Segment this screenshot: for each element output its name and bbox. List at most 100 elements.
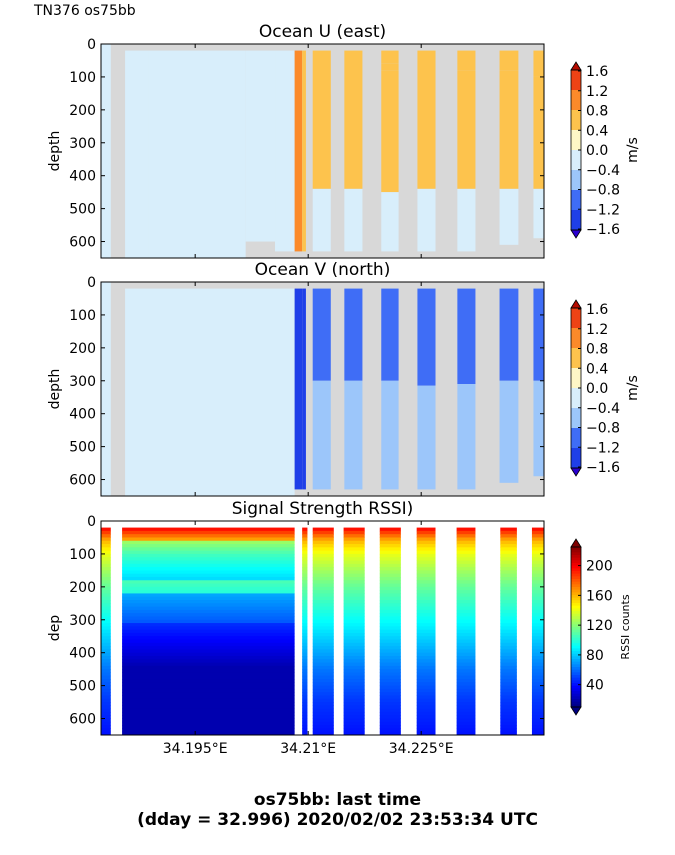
colorbar-extend-max bbox=[570, 61, 582, 71]
data-cell bbox=[101, 606, 111, 611]
data-cell bbox=[456, 570, 476, 575]
y-tick-label: 400 bbox=[69, 646, 96, 662]
colorbar-band bbox=[571, 589, 581, 593]
colorbar-label: m/s bbox=[625, 375, 641, 401]
data-cell bbox=[101, 685, 111, 690]
colorbar-band bbox=[571, 669, 581, 673]
data-cell bbox=[101, 708, 111, 713]
data-cell bbox=[379, 649, 401, 654]
colorbar-band bbox=[571, 328, 581, 349]
colorbar-band bbox=[571, 210, 581, 231]
data-cell bbox=[343, 728, 365, 733]
data-cell bbox=[531, 603, 544, 608]
data-cell bbox=[531, 646, 544, 650]
data-cell bbox=[122, 728, 295, 733]
data-cell bbox=[101, 632, 111, 637]
data-cell bbox=[379, 705, 401, 710]
colorbar-band bbox=[571, 549, 581, 553]
data-cell bbox=[302, 544, 308, 548]
data-cell bbox=[456, 573, 476, 578]
colorbar-tick-label: 80 bbox=[586, 648, 604, 664]
data-cell bbox=[122, 662, 295, 667]
y-axis-label: depth bbox=[47, 369, 63, 410]
data-cell bbox=[344, 288, 363, 381]
data-cell bbox=[275, 50, 295, 252]
data-cell bbox=[343, 609, 365, 614]
colorbar-band bbox=[571, 584, 581, 588]
colorbar-band bbox=[571, 581, 581, 585]
data-cell bbox=[456, 715, 476, 720]
data-cell bbox=[531, 682, 544, 687]
data-cell bbox=[302, 679, 308, 683]
colorbar-band bbox=[571, 308, 581, 329]
data-cell bbox=[416, 698, 436, 703]
data-cell bbox=[416, 606, 436, 611]
colorbar: 1.6 1.2 0.8 0.4 0.0 −0.4 −0.8 −1.2 −1.6 bbox=[570, 61, 620, 239]
data-cell bbox=[500, 547, 517, 552]
data-cell bbox=[533, 288, 544, 381]
colorbar-band bbox=[571, 685, 581, 689]
data-cell bbox=[531, 718, 544, 723]
data-cell bbox=[500, 563, 517, 568]
data-cell bbox=[343, 583, 365, 588]
data-cell bbox=[302, 600, 308, 604]
data-cell bbox=[101, 593, 111, 598]
data-cell bbox=[500, 702, 517, 706]
data-cell bbox=[500, 583, 517, 588]
data-cell bbox=[379, 675, 401, 680]
data-cell bbox=[344, 380, 363, 490]
data-cell bbox=[456, 698, 476, 703]
data-cell bbox=[456, 534, 476, 538]
data-cell bbox=[531, 609, 544, 614]
data-cell bbox=[416, 560, 436, 565]
data-cell bbox=[101, 649, 111, 654]
data-cell bbox=[531, 692, 544, 696]
data-cell bbox=[416, 669, 436, 673]
colorbar-band bbox=[571, 635, 581, 639]
data-cell bbox=[379, 580, 401, 585]
data-cell bbox=[101, 557, 111, 562]
data-cell bbox=[302, 626, 308, 631]
data-cell bbox=[500, 679, 517, 683]
data-cell bbox=[343, 613, 365, 617]
colorbar-extend-min bbox=[570, 229, 582, 239]
colorbar-band bbox=[571, 637, 581, 641]
data-cell bbox=[379, 725, 401, 729]
data-cell bbox=[457, 188, 476, 252]
data-cell bbox=[302, 728, 308, 733]
data-cell bbox=[312, 632, 334, 637]
data-cell bbox=[312, 662, 334, 667]
data-cell bbox=[531, 537, 544, 542]
data-cell bbox=[379, 692, 401, 696]
data-cell bbox=[416, 570, 436, 575]
data-cell bbox=[312, 642, 334, 647]
colorbar-band bbox=[571, 611, 581, 615]
data-cell bbox=[122, 659, 295, 664]
data-cell bbox=[312, 626, 334, 631]
data-cell bbox=[416, 728, 436, 733]
data-cell bbox=[101, 665, 111, 670]
data-cell bbox=[531, 642, 544, 647]
colorbar-band bbox=[571, 348, 581, 369]
data-cell bbox=[456, 576, 476, 581]
panel-title: Ocean V (north) bbox=[255, 260, 391, 280]
data-cell bbox=[379, 731, 401, 736]
data-cell bbox=[312, 616, 334, 621]
colorbar-tick-label: 120 bbox=[586, 618, 613, 634]
colorbar-band bbox=[571, 693, 581, 697]
data-cell bbox=[343, 550, 365, 555]
data-cell bbox=[416, 553, 436, 558]
colorbar-band bbox=[571, 388, 581, 409]
data-cell bbox=[101, 550, 111, 555]
data-cell bbox=[456, 652, 476, 657]
plot-frame bbox=[100, 520, 545, 736]
data-cell bbox=[456, 728, 476, 733]
colorbar-tick-label: 1.2 bbox=[586, 322, 608, 338]
data-cell bbox=[500, 695, 517, 700]
data-cell bbox=[312, 600, 334, 604]
data-cell bbox=[379, 563, 401, 568]
data-cell bbox=[101, 580, 111, 585]
data-cell bbox=[500, 570, 517, 575]
data-cell bbox=[343, 616, 365, 621]
data-cell bbox=[379, 540, 401, 545]
